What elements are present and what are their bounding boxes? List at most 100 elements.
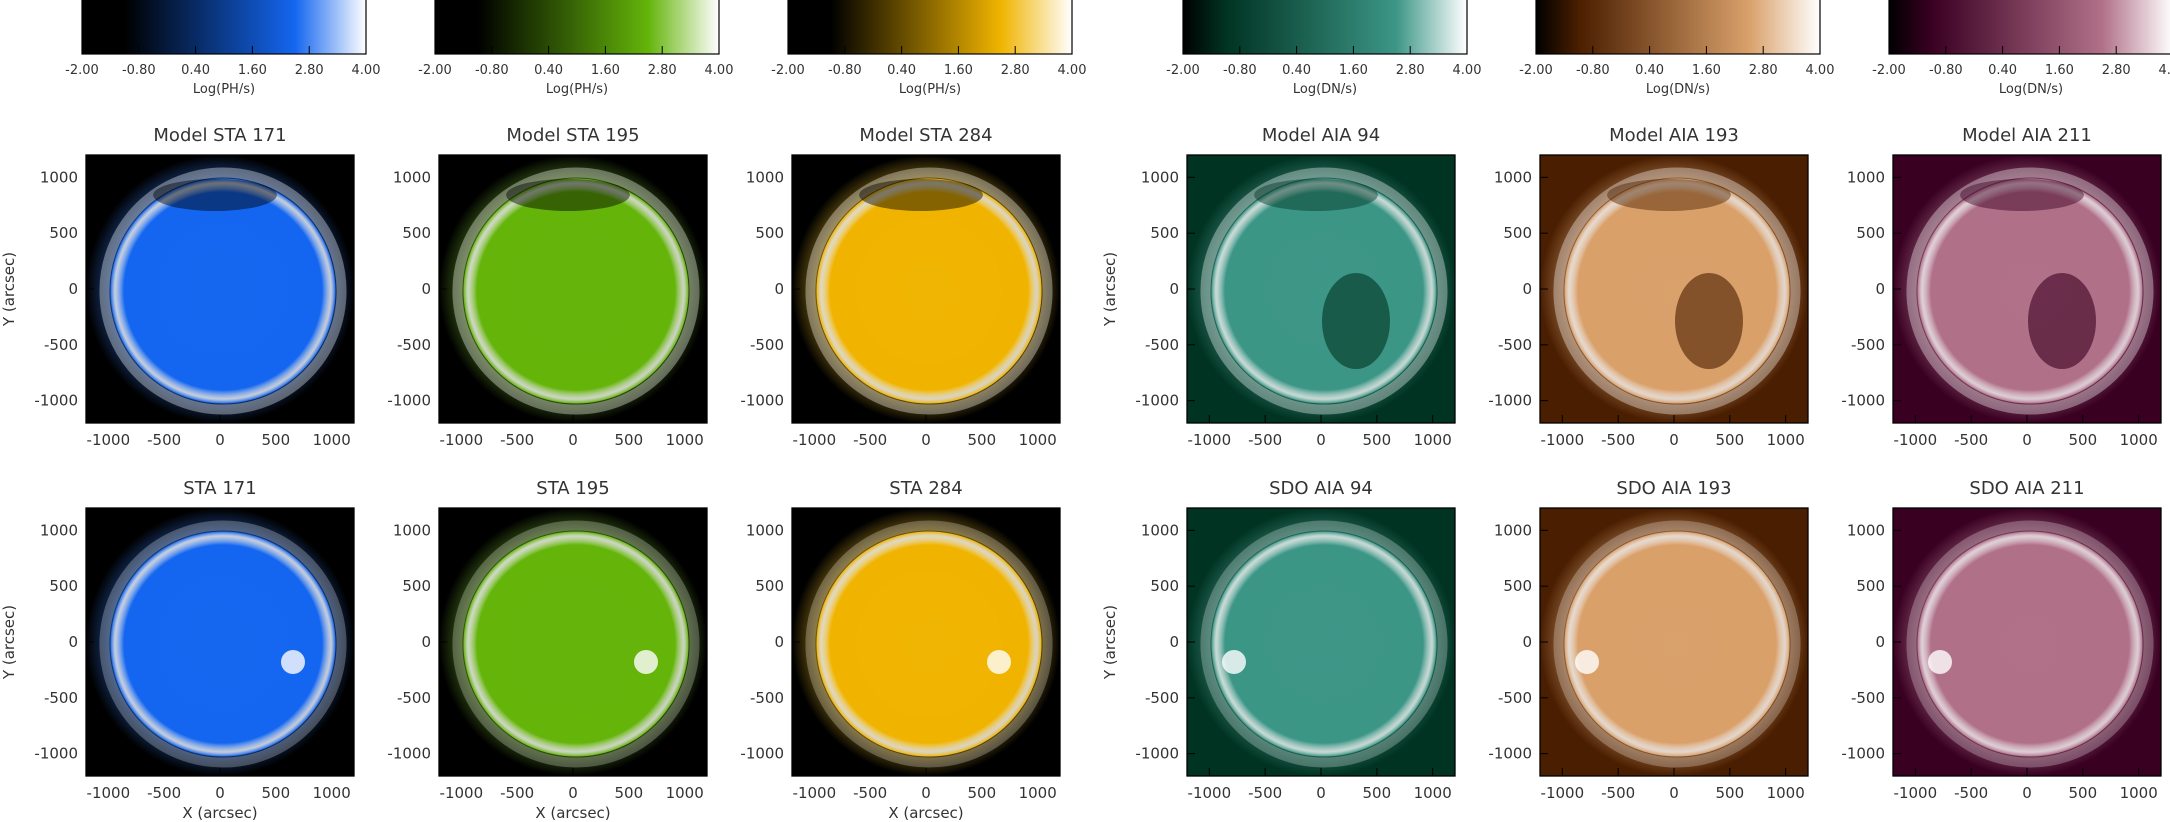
- y-tick-label: 1000: [40, 168, 78, 186]
- y-tick-label: -1000: [1841, 745, 1885, 763]
- colorbar-5: -2.00 -0.80 0.40 1.60 2.80 4.00 Log(DN/s): [1519, 0, 1834, 97]
- y-tick-label: 0: [68, 633, 78, 651]
- colorbar-tick-label: 1.60: [2045, 63, 2074, 78]
- x-tick-label: -1000: [1541, 784, 1585, 802]
- y-tick-label: -500: [44, 689, 78, 707]
- x-tick-label: 500: [1716, 431, 1745, 449]
- solar-disk: [463, 178, 689, 404]
- x-tick-label: -1000: [1894, 784, 1938, 802]
- y-tick-label: 0: [421, 280, 431, 298]
- panel-5: Model AIA 193 -1000 -500 0 500 1000 1000 500 0 -5…: [1488, 125, 1809, 449]
- y-tick-label: 500: [1150, 224, 1179, 242]
- limb-glow: [1553, 167, 1801, 415]
- colorbar-tick-label: 0.40: [1988, 63, 2017, 78]
- x-tick-label: 1000: [1414, 784, 1452, 802]
- x-tick-label: -1000: [793, 784, 837, 802]
- x-tick-label: 0: [1669, 784, 1679, 802]
- x-tick-label: -500: [1601, 784, 1635, 802]
- colorbar-tick-label: 1.60: [238, 63, 267, 78]
- panel-2: Model STA 195 -1000 -500 0 500 1000 1000 500 0 -5…: [387, 125, 708, 449]
- colorbar-tick-label: -2.00: [1166, 63, 1200, 78]
- y-tick-label: -500: [1145, 336, 1179, 354]
- x-tick-label: -1000: [440, 784, 484, 802]
- colorbar-4: -2.00 -0.80 0.40 1.60 2.80 4.00 Log(DN/s): [1166, 0, 1481, 97]
- panel-4: Model AIA 94 -1000 -500 0 500 1000 1000 500 0 -50…: [1101, 125, 1456, 449]
- y-tick-label: -1000: [387, 392, 431, 410]
- x-tick-label: 0: [1669, 431, 1679, 449]
- y-tick-label: -500: [1498, 336, 1532, 354]
- solar-disk: [110, 178, 336, 404]
- active-region: [634, 650, 658, 674]
- y-tick-label: -1000: [1841, 392, 1885, 410]
- colorbar-tick-label: -2.00: [1519, 63, 1553, 78]
- colorbar-gradient: [434, 0, 720, 55]
- panel-title: Model STA 284: [859, 125, 992, 146]
- colorbar-tick-label: 2.80: [1396, 63, 1425, 78]
- colorbar-tick-label: 0.40: [1282, 63, 1311, 78]
- x-tick-label: 1000: [1019, 431, 1057, 449]
- x-tick-label: -500: [1954, 431, 1988, 449]
- polar-dark-region: [1607, 179, 1731, 211]
- colorbar-1: -2.00 -0.80 0.40 1.60 2.80 4.00 Log(PH/s): [65, 0, 380, 97]
- y-tick-label: -1000: [740, 745, 784, 763]
- polar-dark-region: [153, 179, 277, 211]
- colorbar-tick-label: 0.40: [1635, 63, 1664, 78]
- colorbar-unit-label: Log(DN/s): [1646, 82, 1710, 97]
- y-tick-label: -1000: [1135, 392, 1179, 410]
- colorbar-tick-label: 2.80: [1749, 63, 1778, 78]
- x-tick-label: -1000: [1188, 431, 1232, 449]
- y-tick-label: -500: [397, 689, 431, 707]
- y-tick-label: 0: [1875, 280, 1885, 298]
- colorbar-tick-label: 4.00: [352, 63, 381, 78]
- colorbar-unit-label: Log(PH/s): [546, 82, 608, 97]
- colorbar-gradient: [81, 0, 367, 55]
- panel-11: SDO AIA 193 -1000 -500 0 500 1000 1000 500 0 -500…: [1488, 478, 1809, 802]
- limb-glow: [452, 167, 700, 415]
- x-tick-label: -500: [1954, 784, 1988, 802]
- y-tick-label: -500: [1145, 689, 1179, 707]
- y-axis-label: Y (arcsec): [1101, 252, 1119, 327]
- x-tick-label: -1000: [1188, 784, 1232, 802]
- y-tick-label: 0: [1522, 280, 1532, 298]
- y-tick-label: -1000: [1135, 745, 1179, 763]
- colorbar-tick-label: 2.80: [295, 63, 324, 78]
- x-tick-label: 500: [615, 784, 644, 802]
- y-tick-label: 500: [1150, 577, 1179, 595]
- y-tick-label: 1000: [1847, 521, 1885, 539]
- colorbar-unit-label: Log(DN/s): [1293, 82, 1357, 97]
- x-tick-label: 500: [262, 431, 291, 449]
- y-tick-label: 0: [774, 280, 784, 298]
- colorbar-gradient: [1182, 0, 1468, 55]
- x-tick-label: 500: [968, 784, 997, 802]
- colorbar-6: -2.00 -0.80 0.40 1.60 2.80 4.00 Log(DN/s): [1872, 0, 2170, 97]
- x-tick-label: 0: [215, 431, 225, 449]
- y-tick-label: -1000: [1488, 745, 1532, 763]
- panel-3: Model STA 284 -1000 -500 0 500 1000 1000 500 0 -5…: [740, 125, 1061, 449]
- x-tick-label: 1000: [313, 784, 351, 802]
- panel-title: SDO AIA 193: [1616, 478, 1731, 499]
- solar-disk: [1917, 178, 2143, 404]
- x-tick-label: -500: [1601, 431, 1635, 449]
- y-tick-label: 1000: [1141, 521, 1179, 539]
- x-tick-label: 1000: [1414, 431, 1452, 449]
- colorbar-tick-label: -0.80: [1576, 63, 1610, 78]
- y-tick-label: 1000: [746, 521, 784, 539]
- x-tick-label: 0: [1316, 431, 1326, 449]
- panel-title: Model STA 171: [153, 125, 286, 146]
- limb-glow: [805, 167, 1053, 415]
- panel-title: STA 284: [889, 478, 962, 499]
- panel-title: Model AIA 94: [1262, 125, 1380, 146]
- x-tick-label: -500: [500, 784, 534, 802]
- y-tick-label: 0: [774, 633, 784, 651]
- x-tick-label: -500: [147, 784, 181, 802]
- solar-disk: [1564, 178, 1790, 404]
- limb-glow: [99, 167, 347, 415]
- y-axis-label: Y (arcsec): [0, 252, 18, 327]
- panel-title: Model AIA 193: [1609, 125, 1739, 146]
- solar-disk: [463, 531, 689, 757]
- x-tick-label: 0: [2022, 784, 2032, 802]
- active-region: [987, 650, 1011, 674]
- y-tick-label: -500: [1498, 689, 1532, 707]
- colorbar-3: -2.00 -0.80 0.40 1.60 2.80 4.00 Log(PH/s): [771, 0, 1086, 97]
- y-tick-label: 500: [1503, 577, 1532, 595]
